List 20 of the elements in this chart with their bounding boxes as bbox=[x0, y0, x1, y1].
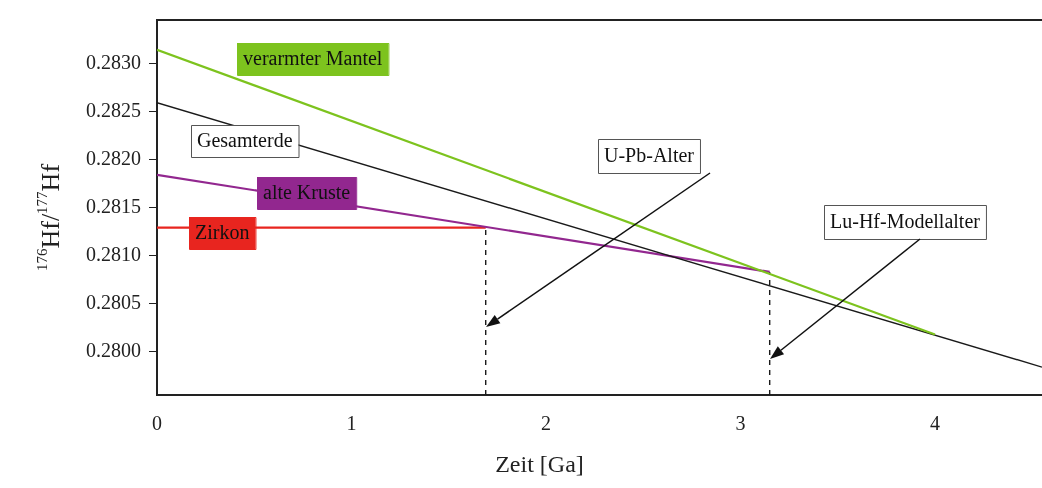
series-label: Zirkon bbox=[195, 221, 250, 244]
y-tick-label: 0.2820 bbox=[86, 146, 141, 169]
y-tick-label: 0.2830 bbox=[86, 50, 141, 73]
series-label: Gesamterde bbox=[197, 129, 293, 152]
x-axis-title: Zeit [Ga] bbox=[495, 451, 584, 478]
y-tick-label: 0.2815 bbox=[86, 194, 141, 217]
y-tick-label: 0.2800 bbox=[86, 338, 141, 361]
annotation: Lu-Hf-Modellalter bbox=[830, 210, 981, 233]
annotation: U-Pb-Alter bbox=[604, 144, 695, 167]
y-tick-label: 0.2805 bbox=[86, 290, 141, 313]
y-tick-label: 0.2810 bbox=[86, 242, 141, 265]
series-label: alte Kruste bbox=[263, 181, 351, 204]
y-tick-label: 0.2825 bbox=[86, 98, 141, 121]
y-axis-title: 176Hf/177Hf bbox=[33, 163, 65, 272]
x-tick-label: 2 bbox=[541, 412, 552, 435]
x-tick-label: 3 bbox=[735, 412, 746, 435]
x-tick-label: 0 bbox=[152, 412, 162, 435]
x-tick-label: 1 bbox=[346, 412, 357, 435]
series-label: verarmter Mantel bbox=[243, 47, 383, 70]
x-tick-label: 4 bbox=[930, 412, 941, 435]
